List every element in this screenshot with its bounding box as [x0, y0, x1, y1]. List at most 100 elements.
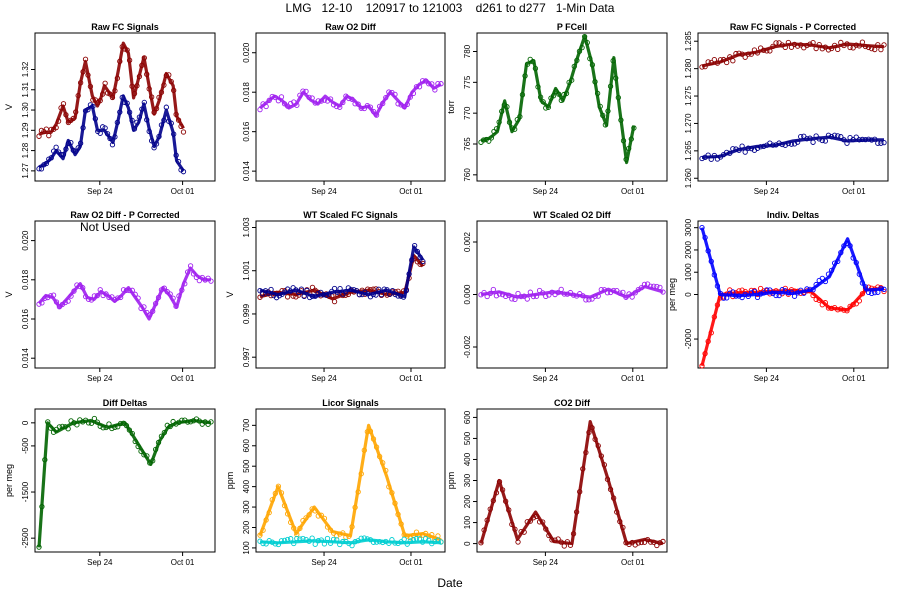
data-point	[595, 443, 601, 449]
data-point	[146, 86, 152, 92]
data-point	[610, 58, 616, 64]
data-point	[323, 292, 329, 298]
data-point	[309, 95, 315, 101]
data-point	[87, 83, 94, 90]
data-point	[733, 293, 739, 299]
data-point	[490, 498, 496, 504]
x-tick-label: Sep 24	[754, 374, 780, 383]
data-point	[190, 271, 197, 277]
data-point	[586, 297, 592, 303]
data-point	[296, 292, 302, 298]
y-tick-label: 600	[242, 439, 251, 453]
y-tick-label: -1500	[21, 481, 30, 502]
data-point	[151, 145, 157, 151]
data-point	[779, 141, 785, 148]
data-point	[355, 101, 361, 107]
data-point	[71, 288, 77, 294]
data-point	[733, 50, 739, 57]
data-point	[613, 75, 619, 81]
data-point	[48, 293, 54, 299]
data-point	[138, 305, 144, 312]
data-point	[626, 291, 632, 297]
y-tick-label: 1.265	[684, 140, 693, 161]
x-tick-label: Oct 01	[842, 374, 866, 383]
data-point	[798, 287, 804, 293]
data-point	[351, 287, 357, 293]
data-point	[546, 292, 552, 298]
data-point	[74, 422, 80, 428]
data-point	[702, 64, 708, 70]
data-point	[724, 59, 730, 66]
x-tick-label: Oct 01	[621, 374, 645, 383]
data-point	[813, 296, 819, 303]
data-point	[166, 72, 172, 78]
data-point	[45, 419, 51, 425]
data-point	[318, 98, 325, 104]
data-point	[480, 137, 487, 143]
y-tick-label: 0.016	[242, 121, 251, 142]
y-tick-label: 1.003	[242, 217, 251, 238]
data-point	[432, 539, 438, 545]
data-point	[648, 539, 654, 545]
data-point	[150, 308, 156, 314]
data-point	[552, 537, 558, 543]
data-point	[853, 301, 859, 307]
y-axis-label: per meg	[667, 278, 677, 311]
data-point	[147, 312, 153, 318]
data-point	[257, 294, 263, 300]
y-tick-label: 1.280	[684, 58, 693, 79]
data-point	[727, 150, 733, 156]
data-point	[129, 83, 135, 89]
data-point	[499, 108, 505, 114]
data-point	[810, 139, 816, 145]
data-point	[702, 235, 708, 241]
data-point	[856, 43, 862, 49]
data-point	[315, 538, 321, 544]
data-point	[865, 44, 872, 51]
data-point	[739, 294, 745, 301]
data-point	[373, 292, 379, 298]
data-point	[342, 292, 349, 298]
data-point	[324, 524, 331, 530]
data-point	[362, 289, 368, 295]
data-point	[540, 519, 546, 525]
data-point	[129, 117, 135, 123]
data-point	[46, 133, 52, 139]
data-point	[607, 486, 614, 492]
data-point	[580, 466, 586, 472]
data-point	[361, 447, 367, 453]
data-point	[555, 289, 561, 296]
data-point	[623, 294, 629, 300]
y-tick-label: 0.000	[463, 284, 472, 305]
data-point	[42, 295, 48, 301]
data-point	[533, 513, 540, 520]
data-point	[530, 293, 537, 300]
data-point	[631, 125, 637, 131]
data-point	[844, 41, 850, 47]
y-tick-label: 0	[463, 541, 472, 546]
data-point	[132, 438, 138, 445]
data-point	[376, 286, 382, 292]
data-point	[117, 58, 123, 64]
data-point	[714, 60, 721, 66]
data-point	[348, 286, 354, 293]
data-point	[173, 303, 179, 309]
y-tick-label: 400	[463, 452, 472, 466]
data-point	[114, 75, 121, 81]
data-point	[356, 292, 363, 298]
data-point	[535, 84, 541, 90]
data-point	[577, 489, 583, 495]
data-point	[660, 538, 666, 545]
data-point	[138, 448, 144, 454]
data-point	[518, 528, 524, 535]
data-point	[70, 147, 76, 153]
data-point	[73, 148, 79, 154]
data-point	[403, 287, 409, 294]
data-point	[822, 300, 829, 306]
data-point	[699, 64, 705, 70]
plot-frame	[255, 220, 446, 369]
data-point	[312, 508, 318, 514]
data-point	[257, 532, 263, 538]
data-point	[484, 517, 490, 523]
data-point	[754, 50, 761, 56]
